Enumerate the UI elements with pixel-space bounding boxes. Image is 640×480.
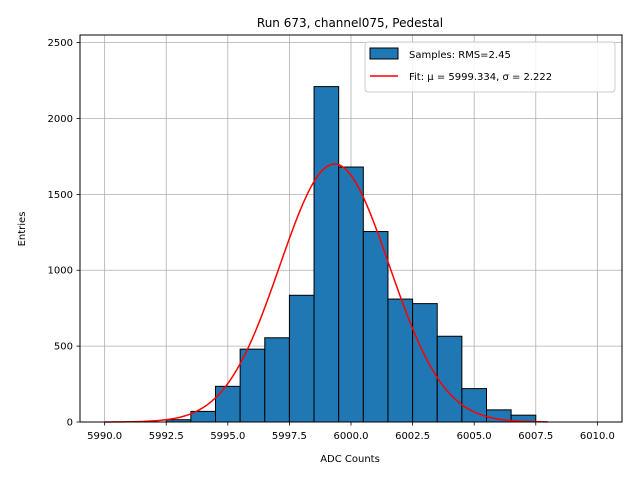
- histogram-bar: [338, 166, 364, 423]
- x-tick-label: 5990.0: [87, 431, 122, 442]
- x-tick-label: 6002.5: [395, 431, 430, 442]
- legend-histogram-label: Samples: RMS=2.45: [409, 50, 511, 61]
- y-tick-label: 1000: [48, 266, 73, 277]
- histogram-bars: [165, 86, 537, 423]
- x-tick-label: 6005.0: [457, 431, 492, 442]
- y-tick-label: 1500: [48, 190, 73, 201]
- x-tick-label: 6007.5: [518, 431, 553, 442]
- legend-fit-label: Fit: μ = 5999.334, σ = 2.222: [409, 72, 552, 83]
- x-tick-label: 5997.5: [272, 431, 307, 442]
- histogram-bar: [239, 348, 266, 423]
- histogram-bar: [412, 303, 438, 423]
- histogram-bar: [288, 294, 315, 423]
- histogram-bar: [215, 385, 241, 423]
- chart-title: Run 673, channel075, Pedestal: [257, 16, 443, 30]
- histogram-bar: [461, 388, 488, 423]
- y-tick-label: 0: [67, 418, 73, 429]
- x-tick-label: 5992.5: [149, 431, 184, 442]
- legend-histogram-swatch: [369, 47, 399, 60]
- fit-curve: [104, 163, 549, 423]
- y-axis-ticks: 0 500 1000 1500 2000 2500: [48, 38, 80, 429]
- x-axis-ticks: 5990.0 5992.5 5995.0 5997.5 6000.0 6002.5 6005…: [87, 422, 615, 442]
- x-tick-label: 5995.0: [210, 431, 245, 442]
- y-tick-label: 2000: [48, 114, 73, 125]
- histogram-bar: [313, 86, 340, 423]
- legend: Samples: RMS=2.45 Fit: μ = 5999.334, σ =…: [364, 41, 616, 93]
- y-tick-label: 500: [54, 342, 73, 353]
- y-axis-title: Entries: [17, 212, 28, 247]
- histogram-bar: [436, 335, 463, 423]
- x-axis-title: ADC Counts: [320, 454, 380, 465]
- legend-box: [364, 41, 616, 93]
- fit-curve-group: [104, 163, 549, 423]
- x-tick-label: 6000.0: [334, 431, 369, 442]
- x-tick-label: 6010.0: [580, 431, 615, 442]
- y-tick-label: 2500: [48, 38, 73, 49]
- histogram-bar: [264, 337, 290, 423]
- histogram-bar: [362, 231, 389, 423]
